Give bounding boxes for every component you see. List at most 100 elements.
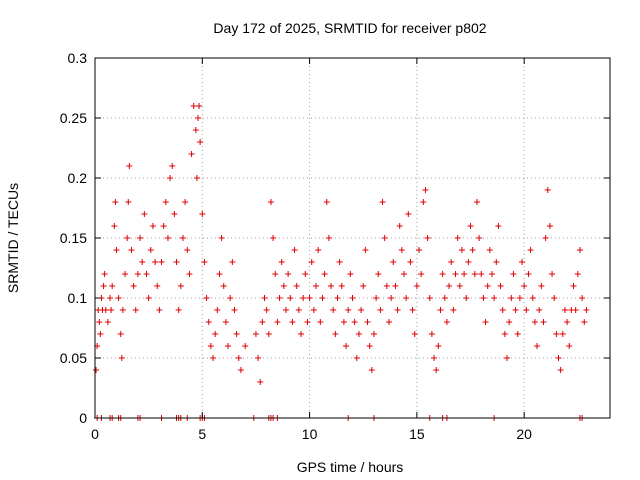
data-point: [458, 247, 465, 253]
data-point: [287, 295, 294, 301]
data-point: [118, 355, 125, 361]
data-point: [293, 283, 300, 289]
x-tick-label: 0: [91, 426, 99, 442]
data-point: [381, 235, 388, 241]
data-point: [315, 247, 322, 253]
data-point: [385, 319, 392, 325]
data-point: [534, 343, 541, 349]
data-point: [93, 367, 100, 373]
data-point: [411, 331, 418, 337]
data-point: [409, 307, 416, 313]
data-point: [274, 319, 281, 325]
x-axis-label: GPS time / hours: [297, 459, 404, 475]
data-point: [218, 235, 225, 241]
data-point: [525, 271, 532, 277]
data-point: [182, 199, 189, 205]
data-point: [370, 331, 377, 337]
data-point: [484, 283, 491, 289]
data-point: [508, 295, 515, 301]
data-point: [210, 355, 217, 361]
data-point: [280, 283, 287, 289]
data-point: [559, 331, 566, 337]
data-point: [521, 283, 528, 289]
data-point: [199, 211, 206, 217]
data-point: [540, 319, 547, 325]
data-point: [158, 259, 165, 265]
data-point: [276, 295, 283, 301]
data-point: [506, 319, 513, 325]
data-point: [441, 295, 448, 301]
data-point: [143, 271, 150, 277]
data-point: [201, 259, 208, 265]
y-tick-label: 0.15: [60, 230, 87, 246]
data-point: [107, 295, 114, 301]
y-tick-label: 0.1: [68, 290, 88, 306]
data-point: [551, 295, 558, 301]
data-point: [179, 235, 186, 241]
data-point: [353, 355, 360, 361]
data-point: [321, 271, 328, 277]
data-point: [267, 199, 274, 205]
data-point: [196, 103, 203, 109]
data-point: [167, 175, 174, 181]
data-point: [295, 307, 302, 313]
data-point: [452, 271, 459, 277]
y-tick-label: 0.25: [60, 110, 87, 126]
data-point: [205, 319, 212, 325]
data-point: [420, 199, 427, 205]
data-point: [192, 127, 199, 133]
data-point: [233, 331, 240, 337]
data-point: [173, 259, 180, 265]
x-tick-label: 15: [409, 426, 425, 442]
data-point: [523, 307, 530, 313]
data-point: [285, 271, 292, 277]
data-point: [476, 235, 483, 241]
data-point: [214, 307, 221, 313]
data-point: [428, 331, 435, 337]
data-point: [229, 259, 236, 265]
data-point: [162, 199, 169, 205]
data-point: [222, 319, 229, 325]
data-point: [392, 283, 399, 289]
data-point: [579, 295, 586, 301]
data-point: [112, 199, 119, 205]
data-point: [482, 319, 489, 325]
y-tick-label: 0.2: [68, 170, 88, 186]
data-point: [152, 259, 159, 265]
data-point: [418, 271, 425, 277]
data-point: [115, 295, 122, 301]
data-point: [96, 319, 103, 325]
data-point: [437, 307, 444, 313]
axis-ticks: [94, 57, 610, 419]
data-point: [171, 211, 178, 217]
data-point: [237, 367, 244, 373]
data-point: [394, 307, 401, 313]
data-point: [193, 175, 200, 181]
data-point: [514, 331, 521, 337]
data-point: [510, 271, 517, 277]
data-point: [255, 355, 262, 361]
data-point: [463, 295, 470, 301]
data-point: [308, 259, 315, 265]
data-point: [546, 223, 553, 229]
data-point: [100, 283, 107, 289]
data-point: [282, 307, 289, 313]
data-point: [109, 283, 116, 289]
data-point: [117, 331, 124, 337]
data-point: [328, 283, 335, 289]
data-point: [493, 259, 500, 265]
data-point: [373, 295, 380, 301]
data-point: [132, 307, 139, 313]
data-point: [456, 283, 463, 289]
data-point: [334, 295, 341, 301]
data-point: [164, 235, 171, 241]
data-point: [113, 247, 120, 253]
data-point: [272, 271, 279, 277]
data-point: [561, 307, 568, 313]
data-point: [97, 331, 104, 337]
data-point: [347, 271, 354, 277]
data-point: [564, 319, 571, 325]
data-point: [261, 295, 268, 301]
data-point: [439, 271, 446, 277]
data-point: [465, 259, 472, 265]
